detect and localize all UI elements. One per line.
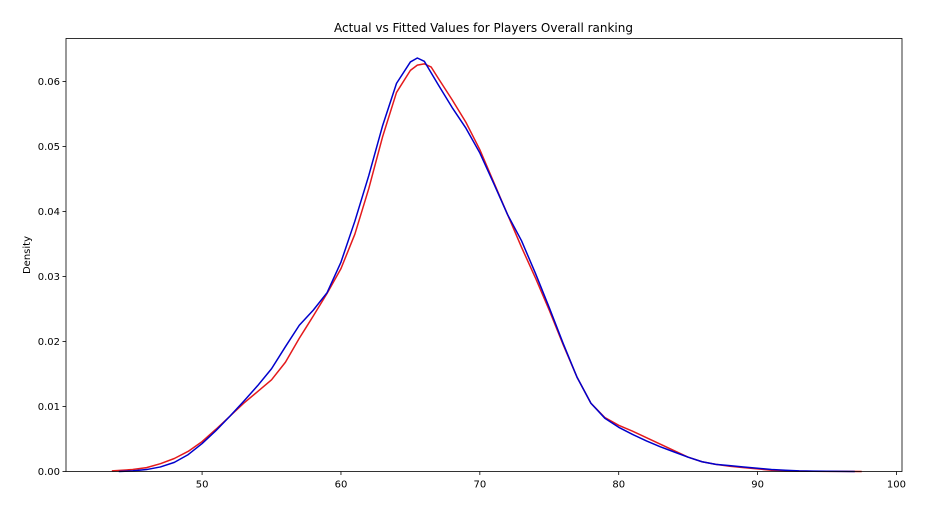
y-tick-label: 0.04	[38, 207, 60, 218]
x-tick-label: 50	[196, 480, 209, 491]
y-tick-label: 0.00	[38, 467, 60, 478]
y-tick-label: 0.05	[38, 142, 60, 153]
x-tick-label: 60	[335, 480, 348, 491]
plot-area-frame	[65, 38, 903, 472]
series-layer	[111, 57, 862, 473]
y-axis-ticks: 0.00 0.01 0.02 0.03 0.04 0.05 0.06	[38, 77, 66, 478]
x-tick-label: 90	[751, 480, 764, 491]
y-tick-label: 0.06	[38, 77, 60, 88]
y-axis-title: Density	[22, 236, 33, 274]
x-tick-label: 80	[612, 480, 625, 491]
x-axis-ticks: 50 60 70 80 90 100	[196, 471, 906, 491]
y-tick-label: 0.02	[38, 337, 60, 348]
chart-title: Actual vs Fitted Values for Players Over…	[334, 21, 633, 35]
x-tick-label: 100	[887, 480, 906, 491]
y-tick-label: 0.03	[38, 272, 60, 283]
x-tick-label: 70	[473, 480, 486, 491]
y-tick-label: 0.01	[38, 402, 60, 413]
series-line-2	[118, 57, 855, 473]
